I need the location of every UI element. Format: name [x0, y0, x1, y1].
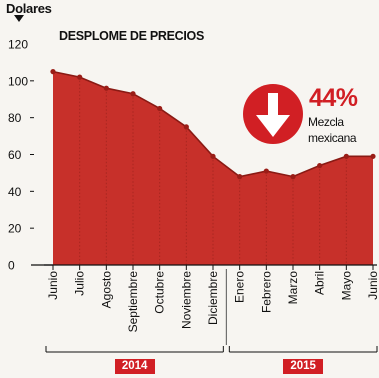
x-tick-label: Junio — [46, 271, 60, 300]
x-tick-label: Diciembre — [206, 271, 220, 325]
data-point — [237, 174, 243, 180]
chart-title: DESPLOME DE PRECIOS — [59, 29, 205, 43]
data-point — [210, 153, 216, 159]
year-label-2015: 2015 — [283, 359, 324, 374]
drop-percentage: 44% — [309, 84, 358, 112]
x-tick-label: Agosto — [99, 271, 113, 309]
x-tick-label: Mayo — [339, 271, 353, 301]
x-tick-label: Febrero — [259, 271, 273, 313]
data-point — [77, 74, 83, 80]
y-tick-label: 120 — [8, 38, 28, 52]
year-label-2014: 2014 — [114, 359, 155, 374]
annotation-label-line2: mexicana — [308, 131, 357, 145]
y-tick-label: 20 — [8, 222, 22, 236]
data-point — [263, 168, 269, 174]
data-point — [157, 105, 163, 112]
x-tick-label: Abril — [313, 271, 327, 295]
x-tick-label: Noviembre — [179, 271, 193, 329]
badge-circle — [243, 84, 303, 144]
data-point — [130, 91, 136, 97]
data-point — [343, 153, 349, 159]
x-tick-label: Julio — [73, 271, 87, 296]
y-axis-label: Dolares — [6, 1, 52, 16]
x-tick-label: Enero — [233, 271, 247, 303]
data-point — [370, 153, 376, 159]
x-tick-label: Junio — [366, 271, 379, 300]
data-point — [183, 124, 189, 130]
y-tick-label: 80 — [8, 111, 22, 125]
data-point — [317, 162, 323, 169]
y-tick-label: 0 — [8, 259, 15, 273]
down-arrow-icon — [14, 15, 24, 22]
annotation-label-line1: Mezcla — [308, 115, 344, 129]
x-tick-label: Octubre — [153, 271, 167, 314]
x-tick-label: Septiembre — [126, 271, 140, 333]
down-arrow-icon — [256, 93, 290, 137]
data-point — [103, 85, 109, 91]
y-tick-label: 100 — [8, 74, 28, 88]
x-tick-label: Marzo — [286, 271, 300, 305]
data-point — [50, 69, 56, 75]
data-point — [290, 174, 296, 180]
y-tick-label: 60 — [8, 148, 22, 162]
y-tick-label: 40 — [8, 185, 22, 199]
